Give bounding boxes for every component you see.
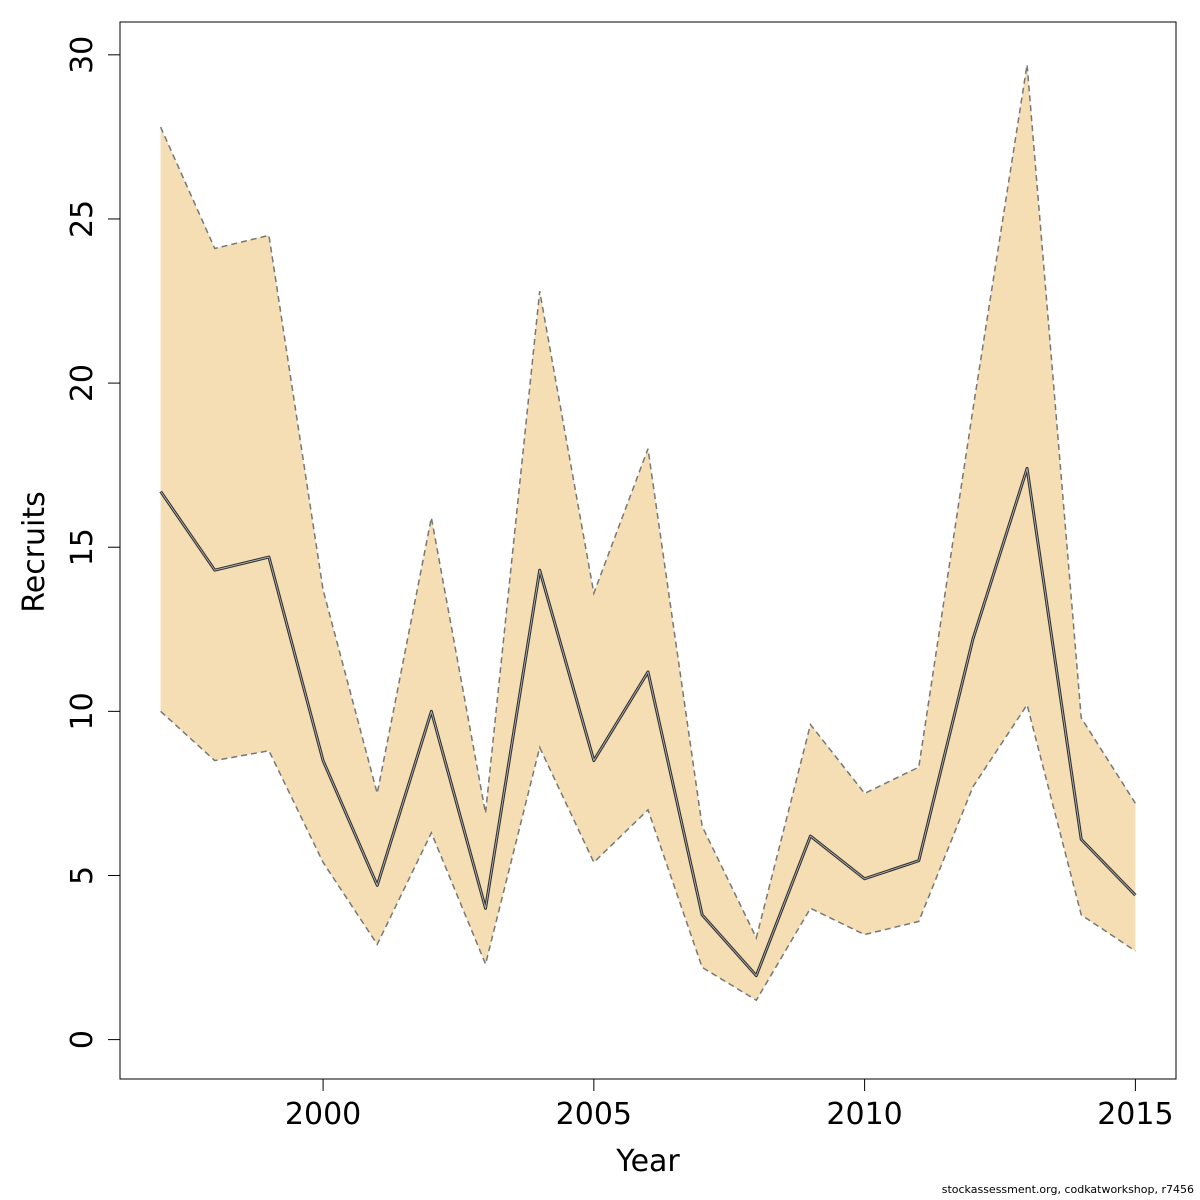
estimate-line-highlight <box>160 468 1136 976</box>
confidence-band-layer <box>159 64 1137 1002</box>
y-tick-label: 0 <box>65 1030 100 1049</box>
confidence-band <box>160 64 1136 1001</box>
x-tick-label: 2015 <box>1097 1097 1173 1132</box>
lower-bound-line <box>160 702 1136 1002</box>
x-tick-label: 2005 <box>556 1097 632 1132</box>
x-tick-label: 2000 <box>285 1097 361 1132</box>
estimate-line-layer <box>159 466 1137 978</box>
x-axis: 2000 2005 2010 2015 <box>285 1078 1174 1132</box>
y-axis-title: Recruits <box>17 491 52 613</box>
x-tick-label: 2010 <box>826 1097 902 1132</box>
y-tick-label: 25 <box>65 200 100 238</box>
upper-bound-line <box>159 64 1137 941</box>
y-axis: 0 5 10 15 20 25 30 <box>65 36 121 1049</box>
x-axis-title: Year <box>615 1144 680 1179</box>
y-tick-label: 20 <box>65 364 100 402</box>
y-tick-label: 5 <box>65 866 100 885</box>
footer-note: stockassessment.org, codkatworkshop, r74… <box>941 1183 1194 1196</box>
y-tick-label: 10 <box>65 692 100 730</box>
y-tick-label: 30 <box>65 36 100 74</box>
y-tick-label: 15 <box>65 528 100 566</box>
